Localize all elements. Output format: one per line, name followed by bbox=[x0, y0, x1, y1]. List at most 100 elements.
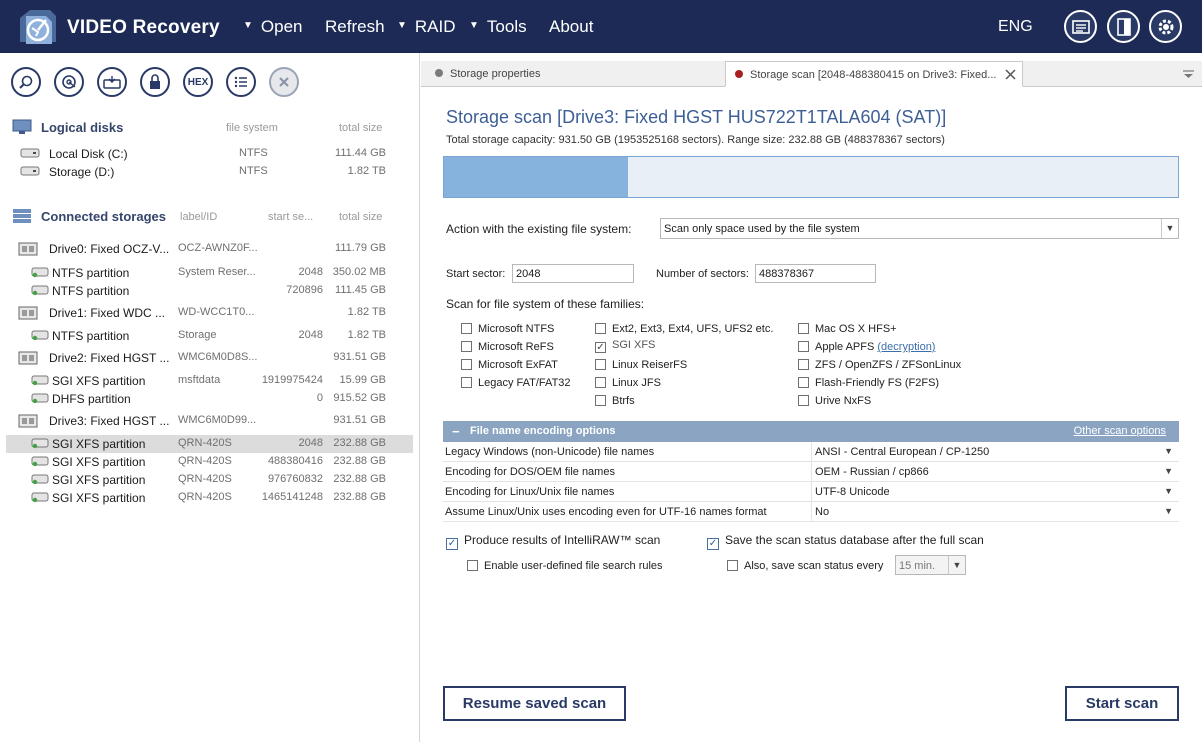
close-storage-button[interactable] bbox=[269, 67, 299, 97]
resume-scan-button[interactable]: Resume saved scan bbox=[443, 686, 626, 721]
fs-family-checkbox[interactable]: ZFS / OpenZFS / ZFSonLinux bbox=[798, 357, 961, 371]
disk-icon bbox=[20, 148, 40, 158]
fs-family-checkbox[interactable]: Microsoft NTFS bbox=[461, 321, 554, 335]
image-button[interactable] bbox=[97, 67, 127, 97]
disk-scan-icon bbox=[62, 75, 76, 89]
fs-family-checkbox[interactable]: Microsoft ExFAT bbox=[461, 357, 558, 371]
storage-drive-row[interactable]: Drive0: Fixed OCZ-V... OCZ-AWNZ0F... 111.7… bbox=[6, 240, 413, 258]
disk-image-icon bbox=[103, 76, 121, 89]
logical-disk-row[interactable]: Storage (D:) NTFS 1.82 TB bbox=[6, 163, 413, 181]
collapse-icon[interactable]: − bbox=[452, 424, 460, 439]
close-tab-icon[interactable] bbox=[1005, 69, 1016, 80]
encoding-row[interactable]: Legacy Windows (non-Unicode) file names A… bbox=[443, 442, 1179, 462]
start-sector-input[interactable]: 2048 bbox=[512, 264, 634, 283]
disk-icon bbox=[20, 166, 40, 176]
storage-partition-row[interactable]: SGI XFS partition QRN-420S 1465141248 232.8… bbox=[6, 489, 413, 507]
encoding-options: − File name encoding options Other scan … bbox=[443, 421, 1179, 522]
logical-disk-row[interactable]: Local Disk (C:) NTFS 111.44 GB bbox=[6, 145, 413, 163]
families-label: Scan for file system of these families: bbox=[446, 297, 645, 311]
tab-storage-scan[interactable]: Storage scan [2048-488380415 on Drive3: … bbox=[725, 61, 1023, 87]
storage-partition-row[interactable]: DHFS partition 0 915.52 GB bbox=[6, 390, 413, 408]
left-panel: HEX Logical disks file system total size… bbox=[0, 53, 420, 742]
fs-family-checkbox[interactable]: Urive NxFS bbox=[798, 393, 871, 407]
storage-drive-row[interactable]: Drive3: Fixed HGST ... WMC6M0D99... 931.51… bbox=[6, 412, 413, 430]
decryption-link[interactable]: (decryption) bbox=[877, 341, 936, 353]
encoding-row[interactable]: Encoding for Linux/Unix file names UTF-8 … bbox=[443, 482, 1179, 502]
storage-drive-row[interactable]: Drive2: Fixed HGST ... WMC6M0D8S... 931.51… bbox=[6, 349, 413, 367]
log-button[interactable] bbox=[1064, 10, 1097, 43]
connected-storages-title: Connected storages bbox=[41, 209, 166, 224]
tab-dot-icon bbox=[435, 69, 443, 77]
encryption-button[interactable] bbox=[140, 67, 170, 97]
app-title: VIDEO Recovery bbox=[67, 17, 220, 38]
menu-refresh[interactable]: Refresh bbox=[325, 17, 385, 36]
search-icon bbox=[19, 75, 33, 89]
list-icon bbox=[234, 76, 247, 88]
partition-icon bbox=[31, 474, 49, 485]
scan-title: Storage scan [Drive3: Fixed HGST HUS722T… bbox=[446, 107, 947, 127]
fs-family-checkbox[interactable]: Linux ReiserFS bbox=[595, 357, 687, 371]
encoding-row[interactable]: Assume Linux/Unix uses encoding even for… bbox=[443, 502, 1179, 522]
language-selector[interactable]: ENG bbox=[998, 18, 1033, 35]
storage-partition-row[interactable]: NTFS partition 720896 111.45 GB bbox=[6, 282, 413, 300]
start-scan-button[interactable]: Start scan bbox=[1065, 686, 1179, 721]
fs-family-checkbox[interactable]: Linux JFS bbox=[595, 375, 661, 389]
menu-open[interactable]: ▼ Open bbox=[243, 17, 303, 36]
storage-partition-row[interactable]: SGI XFS partition QRN-420S 976760832 232.88… bbox=[6, 471, 413, 489]
menu-raid[interactable]: ▼ RAID bbox=[397, 17, 456, 36]
storage-partition-row[interactable]: SGI XFS partition msftdata 1919975424 15.99… bbox=[6, 372, 413, 390]
storages-col-size: total size bbox=[339, 211, 383, 223]
fs-family-checkbox[interactable]: Btrfs bbox=[595, 393, 635, 407]
tab-list-icon[interactable] bbox=[1183, 70, 1194, 79]
user-rules-checkbox[interactable]: Enable user-defined file search rules bbox=[467, 558, 663, 572]
log-icon bbox=[1071, 19, 1090, 34]
save-interval-select[interactable]: 15 min. ▼ bbox=[895, 555, 966, 575]
storage-partition-row[interactable]: NTFS partition System Reser... 2048 350.02 … bbox=[6, 264, 413, 282]
intelliraw-checkbox[interactable]: ✓ Produce results of IntelliRAW™ scan bbox=[446, 533, 661, 550]
fs-family-checkbox[interactable]: Legacy FAT/FAT32 bbox=[461, 375, 571, 389]
range-map[interactable] bbox=[443, 156, 1179, 198]
action-label: Action with the existing file system: bbox=[446, 222, 632, 236]
panels-button[interactable] bbox=[1107, 10, 1140, 43]
logical-col-size: total size bbox=[339, 122, 383, 134]
chevron-down-icon: ▼ bbox=[1164, 466, 1173, 476]
fs-family-checkbox[interactable]: Flash-Friendly FS (F2FS) bbox=[798, 375, 939, 389]
gear-icon bbox=[1158, 19, 1173, 34]
main-panel: Storage properties Storage scan [2048-48… bbox=[421, 53, 1202, 742]
storage-partition-row[interactable]: NTFS partition Storage 2048 1.82 TB bbox=[6, 327, 413, 345]
menu-tools[interactable]: ▼ Tools bbox=[469, 17, 527, 36]
check-icon: ✓ bbox=[446, 538, 458, 550]
properties-button[interactable] bbox=[226, 67, 256, 97]
action-select[interactable]: Scan only space used by the file system … bbox=[660, 218, 1179, 239]
menu-about[interactable]: About bbox=[549, 17, 594, 36]
close-icon bbox=[279, 77, 289, 87]
partition-icon bbox=[31, 438, 49, 449]
scan-button[interactable] bbox=[54, 67, 84, 97]
capacity-info: Total storage capacity: 931.50 GB (19535… bbox=[446, 134, 945, 146]
settings-button[interactable] bbox=[1149, 10, 1182, 43]
chevron-down-icon: ▼ bbox=[1164, 506, 1173, 516]
storage-drive-row[interactable]: Drive1: Fixed WDC ... WD-WCC1T0... 1.82 TB bbox=[6, 304, 413, 322]
drive-icon bbox=[18, 351, 38, 365]
storage-partition-row[interactable]: SGI XFS partition QRN-420S 2048 232.88 GB bbox=[6, 435, 413, 453]
storage-partition-row[interactable]: SGI XFS partition QRN-420S 488380416 232.88… bbox=[6, 453, 413, 471]
partition-icon bbox=[31, 267, 49, 278]
fs-family-checkbox[interactable]: Mac OS X HFS+ bbox=[798, 321, 897, 335]
other-scan-options-link[interactable]: Other scan options bbox=[1073, 425, 1166, 437]
fs-family-checkbox[interactable]: Apple APFS (decryption) bbox=[798, 339, 935, 353]
encoding-header[interactable]: − File name encoding options Other scan … bbox=[443, 421, 1179, 442]
find-button[interactable] bbox=[11, 67, 41, 97]
save-every-checkbox[interactable]: Also, save scan status every bbox=[727, 558, 883, 572]
hex-viewer-button[interactable]: HEX bbox=[183, 67, 213, 97]
encoding-row[interactable]: Encoding for DOS/OEM file names OEM - Rus… bbox=[443, 462, 1179, 482]
tab-storage-properties[interactable]: Storage properties bbox=[429, 61, 725, 87]
sector-count-label: Number of sectors: bbox=[656, 268, 749, 280]
fs-family-checkbox[interactable]: Microsoft ReFS bbox=[461, 339, 554, 353]
partition-icon bbox=[31, 330, 49, 341]
fs-family-checkbox[interactable]: Ext2, Ext3, Ext4, UFS, UFS2 etc. bbox=[595, 321, 773, 335]
save-db-checkbox[interactable]: ✓ Save the scan status database after the… bbox=[707, 533, 984, 550]
sector-count-input[interactable]: 488378367 bbox=[755, 264, 876, 283]
partition-icon bbox=[31, 492, 49, 503]
fs-family-checkbox[interactable]: ✓ SGI XFS bbox=[595, 339, 656, 353]
chevron-down-icon: ▼ bbox=[1164, 486, 1173, 496]
